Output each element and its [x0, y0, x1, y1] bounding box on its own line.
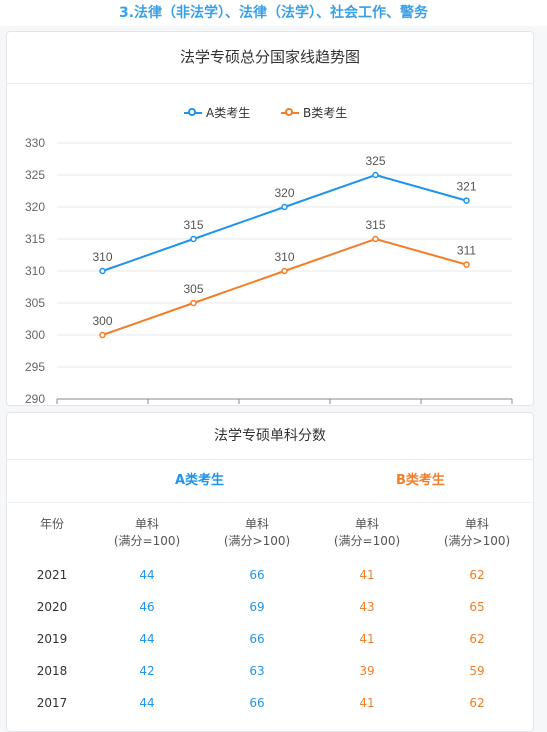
data-label: 310 [92, 250, 112, 264]
cell-b-full100: 41 [359, 632, 375, 646]
group-b-label: B类考生 [396, 473, 445, 488]
data-point [99, 267, 106, 275]
data-point [190, 299, 197, 307]
table-row: 2021 44 66 41 62 [7, 559, 533, 591]
data-point [372, 171, 379, 179]
col-header-b2: 单科 (满分>100) [443, 517, 511, 548]
y-tick-label: 295 [25, 360, 45, 374]
cell-a-over100: 69 [249, 600, 265, 614]
table-title: 法学专硕单科分数 [7, 413, 533, 460]
y-tick-label: 310 [25, 264, 45, 278]
cell-b-over100: 59 [469, 664, 485, 678]
legend-item-b[interactable]: B类考生 [281, 104, 347, 121]
cell-a-full100: 42 [139, 664, 155, 678]
data-point [190, 235, 197, 243]
cell-year: 2020 [36, 600, 68, 614]
group-header-row: A类考生 B类考生 [7, 460, 533, 503]
y-tick-label: 315 [25, 232, 45, 246]
legend-item-a[interactable]: A类考生 [184, 104, 250, 121]
cell-b-full100: 41 [359, 696, 375, 710]
cell-year: 2017 [36, 696, 68, 710]
group-a-label: A类考生 [175, 473, 225, 488]
cell-year: 2021 [36, 568, 68, 582]
data-point [99, 331, 106, 339]
data-label: 320 [274, 186, 294, 200]
cell-a-over100: 66 [249, 632, 265, 646]
year-header: 年份 [39, 517, 64, 531]
trend-chart-card: 法学专硕总分国家线趋势图 A类考生 B类考生 290 295 300 305 310 31… [6, 31, 534, 406]
chart-title: 法学专硕总分国家线趋势图 [7, 32, 533, 84]
cell-b-full100: 39 [359, 664, 375, 678]
data-label: 315 [365, 218, 385, 232]
cell-year: 2018 [36, 664, 68, 678]
chart-legend: A类考生 B类考生 [7, 104, 533, 122]
cell-b-over100: 62 [469, 696, 485, 710]
y-tick-label: 330 [25, 136, 45, 150]
data-label: 311 [457, 244, 476, 258]
data-label: 321 [456, 180, 476, 194]
cell-a-full100: 44 [139, 632, 155, 646]
data-point [281, 267, 288, 275]
cell-b-over100: 62 [469, 632, 485, 646]
data-label: 310 [274, 250, 294, 264]
data-point [463, 261, 470, 268]
cell-year: 2019 [36, 632, 68, 646]
data-label: 325 [365, 154, 385, 168]
col-header-a2: 单科 (满分>100) [223, 517, 291, 548]
data-point [281, 203, 288, 211]
y-tick-label: 300 [25, 328, 45, 342]
data-label: 300 [92, 314, 112, 328]
table-row: 2019 44 66 41 62 [7, 623, 533, 655]
cell-a-full100: 44 [139, 568, 155, 582]
cell-a-over100: 66 [249, 568, 265, 582]
cell-b-full100: 41 [359, 568, 375, 582]
line-chart: 2902953003053103153203253302017201820192… [25, 136, 513, 405]
cell-a-full100: 44 [139, 696, 155, 710]
cell-a-over100: 66 [249, 696, 265, 710]
y-tick-label: 290 [25, 392, 45, 405]
data-label: 305 [183, 282, 203, 296]
col-header-b1: 单科 (满分=100) [333, 517, 401, 548]
data-point [463, 197, 470, 204]
table-row: 2017 44 66 41 62 [7, 687, 533, 719]
y-tick-label: 325 [25, 168, 45, 182]
cell-a-full100: 46 [139, 600, 155, 614]
section-title: 3.法律（非法学）、法律（法学）、社会工作、警务 [0, 0, 547, 26]
legend-label-a: A类考生 [206, 106, 251, 120]
legend-label-b: B类考生 [303, 106, 348, 120]
table-row: 2020 46 69 43 65 [7, 591, 533, 623]
data-point [372, 235, 379, 243]
y-tick-label: 305 [25, 296, 45, 310]
y-tick-label: 320 [25, 200, 45, 214]
table-row: 2018 42 63 39 59 [7, 655, 533, 687]
cell-b-over100: 62 [469, 568, 485, 582]
score-table-card: 法学专硕单科分数 A类考生 B类考生 年份 单科 (满分=100) 单科 (满分>1… [6, 412, 534, 732]
column-header-row: 年份 单科 (满分=100) 单科 (满分>100) 单科 (满分=100) 单科 (满… [7, 503, 533, 559]
cell-b-full100: 43 [359, 600, 375, 614]
col-header-a1: 单科 (满分=100) [113, 517, 181, 548]
cell-b-over100: 65 [469, 600, 485, 614]
data-label: 315 [183, 218, 203, 232]
cell-a-over100: 63 [249, 664, 265, 678]
table-body: 2021 44 66 41 62 2020 46 69 43 65 2019 44 66 41 62 2018… [7, 559, 533, 719]
